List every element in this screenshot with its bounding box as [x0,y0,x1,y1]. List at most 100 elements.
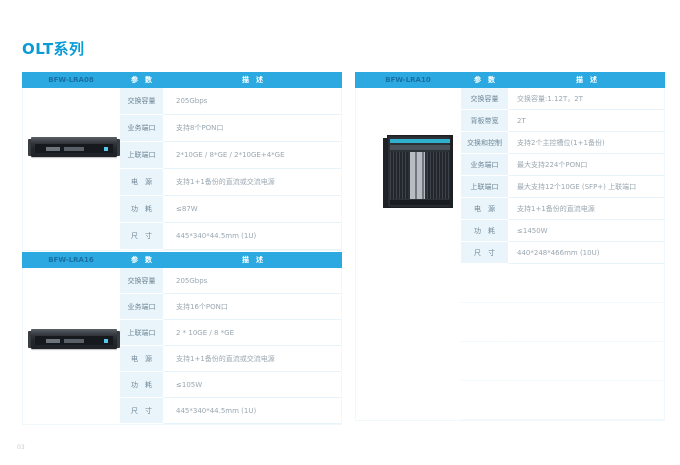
chassis-control-band [390,145,450,150]
table-row: 交换容量 205Gbps [23,88,341,115]
table-header: BFW-LRA10 参 数 描 述 [355,72,665,88]
table-row: 背板带宽 2T [356,110,664,132]
table-row: 交换和控制 支持2个主控槽位(1+1备份) [356,132,664,154]
param-label-empty [461,342,508,381]
spec-table-bfw-lra08: BFW-LRA08 参 数 描 述 交换容量 205Gbps 业务端口 支持8个… [22,72,342,251]
param-value: 支持8个PON口 [163,115,341,142]
rack-ear-icon [116,139,120,156]
image-cell [356,303,461,342]
table-row: 交换容量 205Gbps [23,268,341,294]
chassis-vent-grid [427,152,450,199]
param-label: 功 耗 [120,196,163,223]
param-value-empty [508,342,664,381]
param-value: 最大支持12个10GE (SFP+) 上联端口 [508,176,664,198]
param-label: 电 源 [461,198,508,220]
param-label: 上联端口 [461,176,508,198]
table-row-empty [356,381,664,420]
table-body: 交换容量 205Gbps 业务端口 支持8个PON口 上联端口 2*10GE /… [22,88,342,251]
device-led [104,339,108,343]
param-value-empty [508,264,664,303]
table-row: 上联端口 最大支持12个10GE (SFP+) 上联端口 [356,176,664,198]
table-row: 电 源 支持1+1备份的直流或交流电源 [23,169,341,196]
image-cell [23,169,120,196]
device-port-block [46,147,60,151]
product-image-rack-unit [28,327,120,351]
param-label: 功 耗 [120,372,163,398]
chassis-vent-grid [390,152,408,199]
param-label: 尺 寸 [461,242,508,264]
column-header-param: 参 数 [131,256,152,264]
image-cell [356,220,461,242]
table-row-empty [356,264,664,303]
product-image-chassis-olt [383,135,453,208]
chassis-top-stripe [390,139,450,143]
param-label-empty [461,264,508,303]
product-model: BFW-LRA10 [385,76,431,84]
table-row: 业务端口 支持16个PON口 [23,294,341,320]
table-row: 电 源 支持1+1备份的直流电源 [356,198,664,220]
table-row: 尺 寸 445*340*44.5mm (1U) [23,398,341,424]
spec-table-bfw-lra10: BFW-LRA10 参 数 描 述 交换容量 交换容量:1.12T，2T 背板带… [355,72,665,421]
spec-table-bfw-lra16: BFW-LRA16 参 数 描 述 交换容量 205Gbps 业务端口 支持16… [22,252,342,425]
table-row: 上联端口 2*10GE / 8*GE / 2*10GE+4*GE [23,142,341,169]
param-value: 205Gbps [163,268,341,294]
image-cell [356,88,461,110]
product-model: BFW-LRA16 [48,256,94,264]
table-header: BFW-LRA16 参 数 描 述 [22,252,342,268]
table-row: 电 源 支持1+1备份的直流或交流电源 [23,346,341,372]
chassis-side-panel [383,138,388,208]
param-value: 支持16个PON口 [163,294,341,320]
device-port-block [64,339,84,343]
table-row: 尺 寸 445*340*44.5mm (1U) [23,223,341,250]
param-label: 上联端口 [120,142,163,169]
param-value: 支持1+1备份的直流或交流电源 [163,346,341,372]
table-header: BFW-LRA08 参 数 描 述 [22,72,342,88]
chassis-base [390,200,450,205]
image-cell [356,264,461,303]
table-row-empty [356,342,664,381]
image-cell [356,242,461,264]
page-title: OLT系列 [22,40,85,58]
param-label-empty [461,381,508,420]
rack-ear-icon [28,139,32,156]
image-cell [356,381,461,420]
image-cell [23,398,120,424]
param-label: 上联端口 [120,320,163,346]
rack-ear-icon [116,331,120,348]
param-label: 电 源 [120,169,163,196]
param-label: 交换容量 [120,268,163,294]
table-row: 交换容量 交换容量:1.12T，2T [356,88,664,110]
param-label: 尺 寸 [120,398,163,424]
table-row: 尺 寸 440*248*466mm (10U) [356,242,664,264]
image-cell [23,88,120,115]
product-model: BFW-LRA08 [48,76,94,84]
param-label: 交换容量 [120,88,163,115]
device-port-block [46,339,60,343]
rack-ear-icon [28,331,32,348]
param-value: ≤1450W [508,220,664,242]
image-cell [356,110,461,132]
param-value: 支持2个主控槽位(1+1备份) [508,132,664,154]
param-label: 交换容量 [461,88,508,110]
image-cell [23,196,120,223]
table-row: 功 耗 ≤1450W [356,220,664,242]
column-header-desc: 描 述 [576,76,597,84]
image-cell [23,268,120,294]
param-label: 背板带宽 [461,110,508,132]
param-label: 交换和控制 [461,132,508,154]
table-row: 业务端口 支持8个PON口 [23,115,341,142]
page-number: 03 [17,444,25,451]
chassis-module-column [410,152,425,199]
table-body: 交换容量 205Gbps 业务端口 支持16个PON口 上联端口 2 * 10G… [22,268,342,425]
param-value: 440*248*466mm (10U) [508,242,664,264]
param-value: 支持1+1备份的直流电源 [508,198,664,220]
column-header-desc: 描 述 [242,76,263,84]
table-row: 上联端口 2 * 10GE / 8 *GE [23,320,341,346]
image-cell [23,223,120,250]
param-value: 交换容量:1.12T，2T [508,88,664,110]
param-label: 尺 寸 [120,223,163,250]
param-label: 业务端口 [120,115,163,142]
table-row-empty [356,303,664,342]
param-label: 业务端口 [461,154,508,176]
